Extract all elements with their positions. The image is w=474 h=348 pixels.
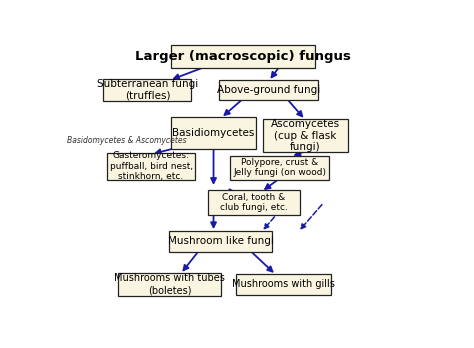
FancyBboxPatch shape xyxy=(263,119,347,152)
Text: Coral, tooth &
club fungi, etc.: Coral, tooth & club fungi, etc. xyxy=(220,193,288,212)
FancyBboxPatch shape xyxy=(236,274,331,295)
FancyBboxPatch shape xyxy=(107,153,195,180)
FancyBboxPatch shape xyxy=(169,231,272,252)
Text: Ascomycetes
(cup & flask
fungi): Ascomycetes (cup & flask fungi) xyxy=(271,119,340,152)
FancyBboxPatch shape xyxy=(118,273,221,296)
Text: Polypore, crust &
Jelly fungi (on wood): Polypore, crust & Jelly fungi (on wood) xyxy=(233,158,326,177)
Text: Larger (macroscopic) fungus: Larger (macroscopic) fungus xyxy=(135,50,351,63)
FancyBboxPatch shape xyxy=(230,156,329,180)
Text: Basidiomycetes: Basidiomycetes xyxy=(173,128,255,138)
Text: Mushroom like fungi: Mushroom like fungi xyxy=(168,236,274,246)
Text: Subterranean fungi
(truffles): Subterranean fungi (truffles) xyxy=(97,79,198,101)
FancyBboxPatch shape xyxy=(208,190,300,215)
Text: Gasteromycetes:
puffball, bird nest,
stinkhorn, etc.: Gasteromycetes: puffball, bird nest, sti… xyxy=(109,151,192,181)
FancyBboxPatch shape xyxy=(171,117,256,149)
Text: Basidomycetes & Ascomycetes: Basidomycetes & Ascomycetes xyxy=(66,136,186,145)
FancyBboxPatch shape xyxy=(103,79,191,101)
Text: Mushrooms with gills: Mushrooms with gills xyxy=(232,279,335,289)
Text: Above-ground fungi: Above-ground fungi xyxy=(217,85,320,95)
FancyBboxPatch shape xyxy=(219,80,318,100)
FancyBboxPatch shape xyxy=(171,45,315,68)
Text: Mushrooms with tubes
(boletes): Mushrooms with tubes (boletes) xyxy=(114,274,225,295)
